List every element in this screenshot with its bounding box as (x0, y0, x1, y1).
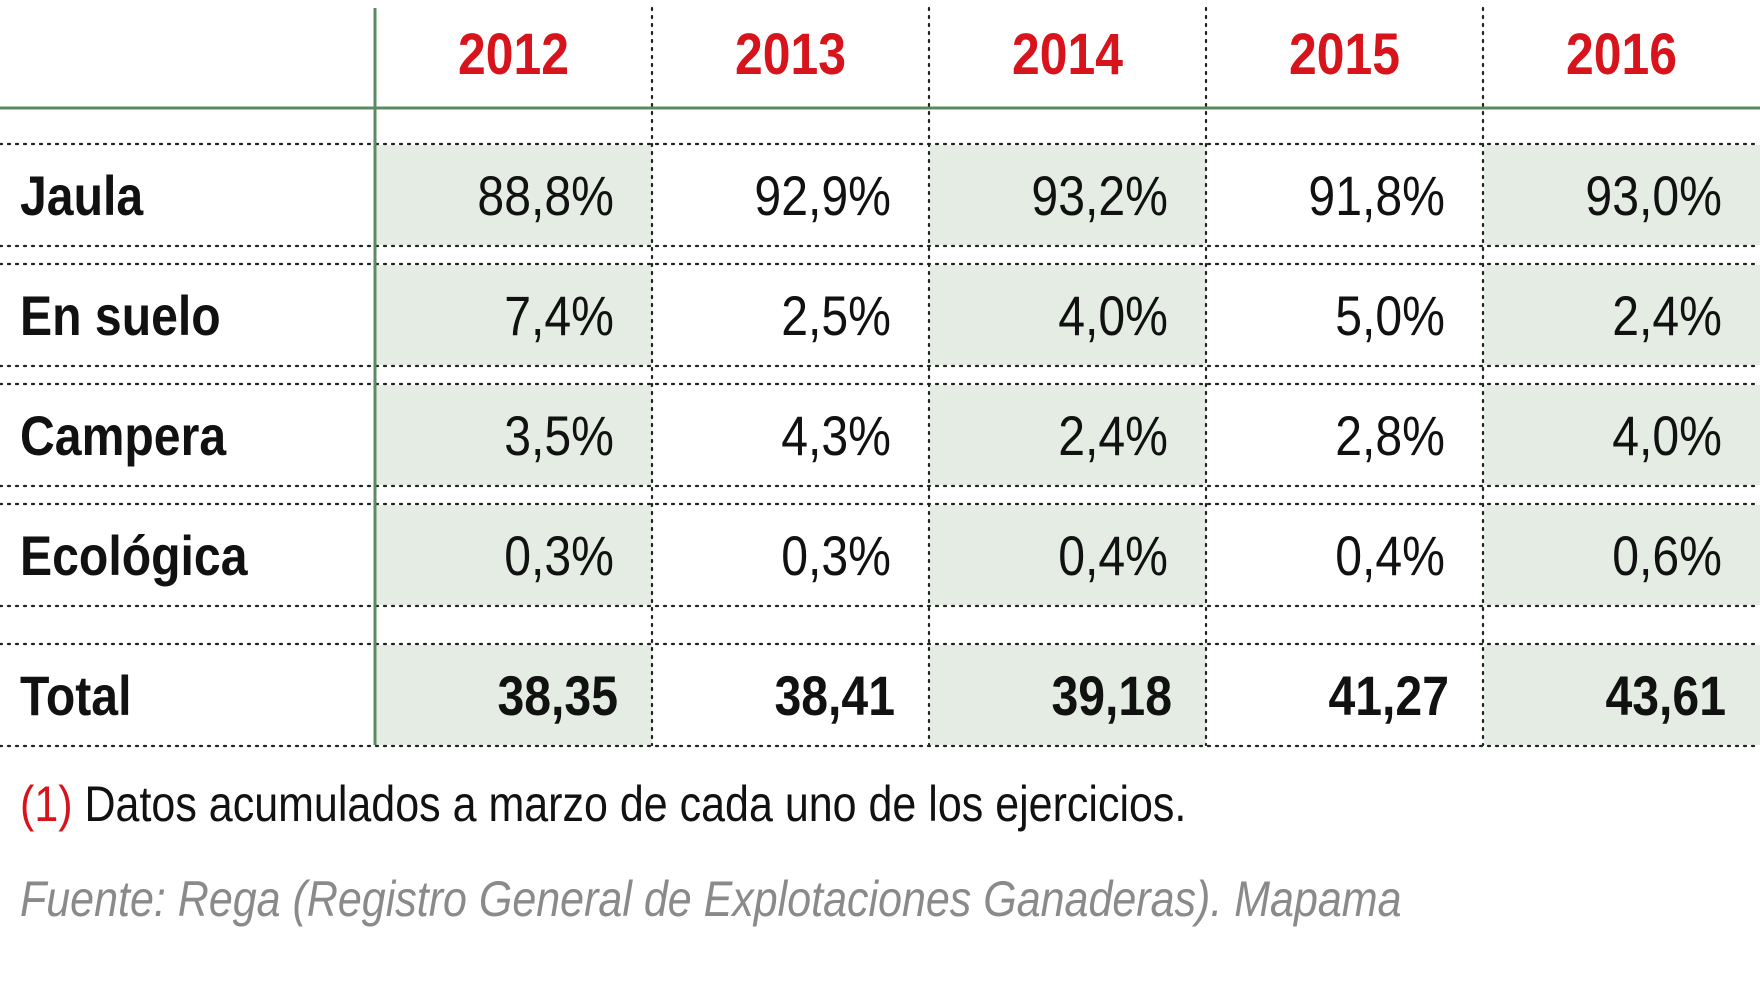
shaded-cell (376, 645, 652, 745)
table-cell: 0,6% (1612, 523, 1722, 587)
row-label: Ecológica (20, 523, 248, 587)
column-header-year: 2016 (1566, 21, 1677, 87)
source-note: Fuente: Rega (Registro General de Explot… (20, 871, 1402, 927)
table-cell: 4,3% (781, 403, 891, 467)
shaded-cell (930, 385, 1206, 485)
total-cell: 38,41 (774, 663, 895, 727)
shaded-cell (376, 505, 652, 605)
total-cell: 43,61 (1605, 663, 1726, 727)
shaded-cell (1484, 645, 1760, 745)
table-cell: 93,2% (1031, 163, 1168, 227)
footnote-text: Datos acumulados a marzo de cada uno de … (72, 776, 1187, 832)
total-row-label: Total (20, 663, 132, 727)
total-cell: 41,27 (1328, 663, 1449, 727)
table-cell: 4,0% (1612, 403, 1722, 467)
table-cell: 0,3% (504, 523, 614, 587)
column-header-year: 2015 (1289, 21, 1400, 87)
shaded-cell (930, 145, 1206, 245)
row-label: En suelo (20, 283, 221, 347)
shaded-cell (1484, 145, 1760, 245)
total-cell: 39,18 (1051, 663, 1172, 727)
table-cell: 93,0% (1585, 163, 1722, 227)
shaded-cell (930, 505, 1206, 605)
table-cell: 2,4% (1058, 403, 1168, 467)
total-cell: 38,35 (497, 663, 618, 727)
shaded-cell (930, 645, 1206, 745)
table-cell: 0,4% (1058, 523, 1168, 587)
shaded-cell (376, 385, 652, 485)
column-header-year: 2013 (735, 21, 846, 87)
footnote-marker: (1) (20, 776, 73, 832)
table-cell: 5,0% (1335, 283, 1445, 347)
shaded-cell (930, 265, 1206, 365)
shaded-cell (376, 145, 652, 245)
table-cell: 92,9% (754, 163, 891, 227)
row-label: Jaula (20, 163, 144, 227)
row-label: Campera (20, 403, 227, 467)
shaded-cell (1484, 265, 1760, 365)
table-cell: 88,8% (477, 163, 614, 227)
shaded-cell (376, 265, 652, 365)
shaded-cell (1484, 505, 1760, 605)
table-cell: 2,8% (1335, 403, 1445, 467)
table-grid (0, 6, 1760, 748)
table-cell: 2,5% (781, 283, 891, 347)
shaded-cell (1484, 385, 1760, 485)
table-cell: 91,8% (1308, 163, 1445, 227)
table-cell: 4,0% (1058, 283, 1168, 347)
footnote: (1) Datos acumulados a marzo de cada uno… (20, 775, 1186, 833)
data-table: 2012 2013 2014 2015 2016 Jaula 88,8% 92,9% 93,2%… (0, 6, 1760, 748)
table-cell: 7,4% (504, 283, 614, 347)
table-cell: 2,4% (1612, 283, 1722, 347)
column-header-year: 2012 (458, 21, 569, 87)
table-cell: 0,3% (781, 523, 891, 587)
table-cell: 3,5% (504, 403, 614, 467)
column-header-year: 2014 (1012, 21, 1123, 87)
table-cell: 0,4% (1335, 523, 1445, 587)
